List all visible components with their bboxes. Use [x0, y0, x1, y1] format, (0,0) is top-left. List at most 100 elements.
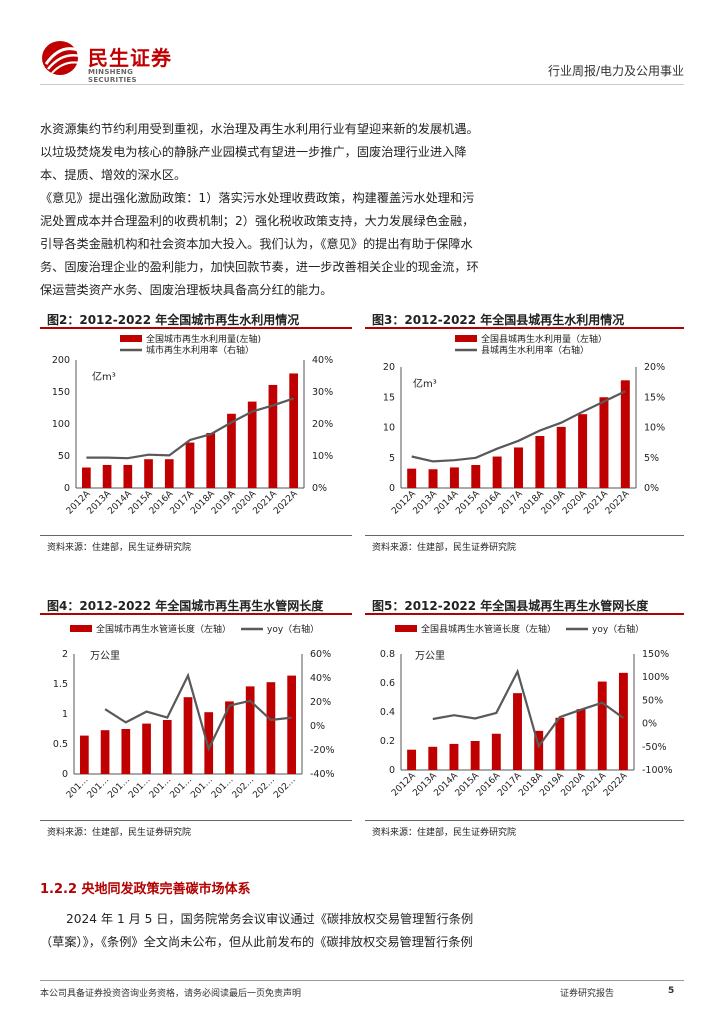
x-tick-label: 2022A	[272, 488, 300, 516]
bar	[492, 456, 502, 488]
figure-2-rule	[40, 327, 352, 329]
x-tick-label: 201…	[86, 775, 112, 801]
y-left-tick-label: 100	[52, 419, 70, 430]
figure-4-rule	[40, 613, 352, 615]
footer-report-type: 证券研究报告	[560, 989, 615, 999]
bar	[620, 380, 630, 488]
bar	[82, 467, 91, 488]
figure-4-source-rule	[40, 820, 352, 821]
bar	[185, 442, 195, 488]
bar	[555, 717, 565, 770]
text-line: 引导各类金融机构和社会资本加大投入。我们认为，《意见》的提出有助于保障水	[40, 237, 473, 251]
series-line	[104, 672, 292, 752]
bar	[576, 709, 586, 770]
text-line: 以垃圾焚烧发电为核心的静脉产业园模式有望进一步推广，固废治理行业进入降	[40, 145, 467, 159]
axis-unit-label: 亿m³	[413, 377, 437, 390]
y-right-tick-label: 15%	[644, 392, 665, 403]
text-line: 务、固废治理企业的盈利能力，加快回款节奏，进一步改善相关企业的现金流，环	[40, 260, 479, 274]
section-heading: 1.2.2 央地同发政策完善碳市场体系	[40, 882, 251, 897]
figure-2-chart: 全国城市再生水利用量(左轴)城市再生水利用率（右轴） 亿m³ 0 50 100 150 20…	[52, 333, 333, 517]
y-left-tick-label: 0.6	[380, 678, 395, 689]
bar	[514, 447, 523, 488]
bar	[162, 720, 172, 774]
bar	[164, 459, 174, 488]
y-right-tick-label: 0%	[312, 483, 327, 494]
footer-disclaimer: 本公司具备证券投资咨询业务资格，请务必阅读最后一页免责声明	[40, 989, 302, 999]
page-number: 5	[668, 986, 675, 996]
y-left-tick-label: 1.5	[53, 679, 68, 690]
text-line: 《意见》提出强化激励政策：1）落实污水处理收费政策，构建覆盖污水处理和污	[40, 191, 475, 205]
figure-5-source-rule	[365, 820, 684, 821]
bar	[449, 467, 459, 488]
bar	[247, 401, 257, 488]
legend-bar-label: 全国城市再生水利用量(左轴)	[146, 333, 261, 345]
y-right-tick-label: 0%	[642, 719, 657, 730]
y-right-tick-label: 0%	[310, 721, 325, 732]
company-logo: 民生证券 MINSHENG SECURITIES	[40, 38, 180, 84]
y-right-tick-label: -40%	[310, 769, 335, 780]
y-left-tick-label: 1	[62, 709, 68, 720]
figure-3-source: 资料来源：住建部，民生证券研究院	[372, 543, 517, 553]
y-right-tick-label: -20%	[310, 745, 335, 756]
bar	[491, 733, 501, 770]
y-right-tick-label: 20%	[312, 419, 333, 430]
legend-line-label: 城市再生水利用率（右轴）	[146, 344, 254, 356]
y-left-tick-label: 5	[389, 453, 395, 464]
y-right-tick-label: 10%	[644, 423, 665, 434]
y-left-tick-label: 0.2	[380, 736, 395, 747]
bar	[206, 432, 216, 488]
y-left-tick-label: 15	[383, 392, 395, 403]
figure-2-source-rule	[40, 535, 352, 536]
y-right-tick-label: 100%	[642, 672, 669, 683]
x-tick-label: 202…	[251, 775, 277, 801]
y-left-tick-label: 2	[62, 649, 68, 660]
x-tick-label: 201…	[148, 775, 174, 801]
x-tick-label: 201…	[189, 775, 215, 801]
y-left-tick-label: 0.4	[380, 707, 395, 718]
bar	[268, 384, 278, 488]
y-left-tick-label: 20	[383, 362, 395, 373]
figure-4-chart: 全国城市再生水管道长度（左轴） yoy（右轴） 万公里 0 0.5 1 1.5 2 -40% -2…	[53, 623, 335, 801]
text-line: 本、提质、增效的深水区。	[40, 168, 187, 182]
y-right-tick-label: 30%	[312, 387, 333, 398]
text-line: （草案）》，《条例》全文尚未公布，但从此前发布的《碳排放权交易管理暂行条例	[40, 935, 473, 949]
y-right-tick-label: 40%	[310, 673, 331, 684]
bar	[535, 435, 545, 488]
bar	[100, 730, 110, 774]
y-right-tick-label: 20%	[644, 362, 665, 373]
axis-unit-label: 亿m³	[92, 370, 116, 383]
figure-4-source: 资料来源：住建部，民生证券研究院	[47, 828, 192, 838]
y-right-tick-label: 60%	[310, 649, 331, 660]
text-line: 水资源集约节约利用受到重视，水治理及再生水利用行业有望迎来新的发展机遇。	[40, 122, 479, 136]
figure-2-title: 图2：2012-2022 年全国城市再生水利用情况	[47, 313, 300, 327]
y-left-tick-label: 0	[389, 483, 395, 494]
x-tick-label: 202…	[231, 775, 257, 801]
series-line	[411, 390, 626, 463]
y-left-tick-label: 0	[64, 483, 70, 494]
text-line: 2024 年 1 月 5 日，国务院常务会议审议通过《碳排放权交易管理暂行条例	[66, 912, 474, 926]
figure-5-title: 图5：2012-2022 年全国县城再生再生水管网长度	[372, 599, 649, 613]
bar	[534, 730, 544, 770]
bar	[144, 459, 153, 488]
section-paragraph: 2024 年 1 月 5 日，国务院常务会议审议通过《碳排放权交易管理暂行条例 …	[40, 908, 684, 954]
y-right-tick-label: 40%	[312, 355, 333, 366]
bar	[289, 373, 298, 488]
bar	[204, 712, 214, 774]
x-tick-label: 201…	[106, 775, 132, 801]
bar	[578, 414, 588, 488]
y-left-tick-label: 0.5	[53, 739, 68, 750]
logo-text: 民生证券	[88, 46, 172, 70]
body-paragraph-2: 《意见》提出强化激励政策：1）落实污水处理收费政策，构建覆盖污水处理和污 泥处置…	[40, 187, 684, 302]
x-tick-label: 2022A	[604, 488, 632, 516]
bar	[121, 729, 131, 774]
y-right-tick-label: 50%	[642, 695, 663, 706]
bar	[287, 675, 296, 774]
bar	[80, 735, 89, 774]
x-tick-label: 201…	[169, 775, 195, 801]
bar	[513, 693, 522, 770]
y-right-tick-label: -50%	[642, 742, 667, 753]
series-line	[86, 397, 294, 460]
y-left-tick-label: 150	[52, 387, 70, 398]
legend-line-label: yoy（右轴）	[267, 623, 319, 635]
bar	[245, 686, 255, 774]
